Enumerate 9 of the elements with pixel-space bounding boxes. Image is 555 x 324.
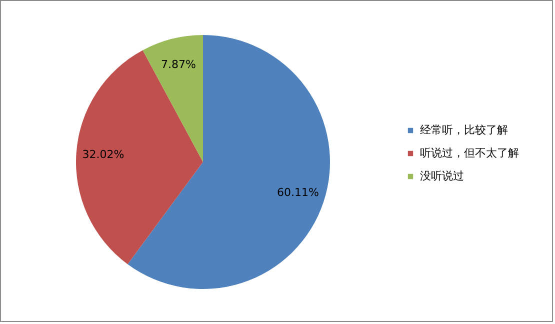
legend-label: 听说过，但不太了解 xyxy=(420,146,519,160)
data-label: 60.11% xyxy=(277,186,319,200)
data-label: 32.02% xyxy=(82,148,124,161)
data-label: 7.87% xyxy=(161,58,196,72)
pie-slice xyxy=(142,35,203,162)
legend-label: 没听说过 xyxy=(420,170,464,182)
legend-label: 经常听，比较了解 xyxy=(420,124,508,136)
pie-slice xyxy=(128,35,330,289)
pie-slice xyxy=(76,50,203,264)
